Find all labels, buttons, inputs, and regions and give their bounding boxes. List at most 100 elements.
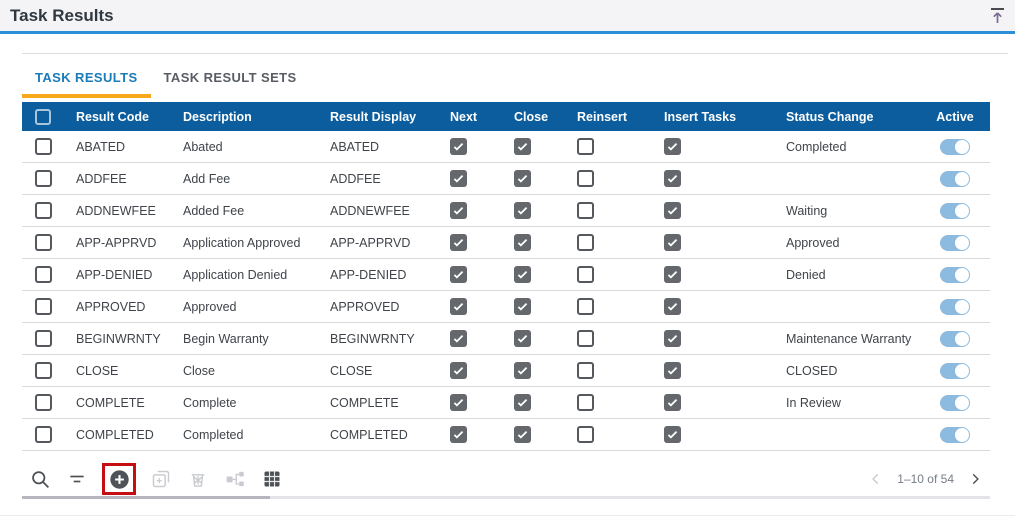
tab-bar: TASK RESULTS TASK RESULT SETS xyxy=(22,55,990,98)
next-checkbox[interactable] xyxy=(450,394,467,411)
row-select-checkbox[interactable] xyxy=(34,298,52,315)
row-select-checkbox[interactable] xyxy=(34,362,52,379)
delete-icon[interactable] xyxy=(186,466,210,492)
insert-tasks-checkbox[interactable] xyxy=(664,234,681,251)
scroll-to-top-icon[interactable] xyxy=(987,6,1007,26)
column-header-close[interactable]: Close xyxy=(514,109,549,124)
reinsert-checkbox[interactable] xyxy=(577,362,594,379)
select-all-checkbox[interactable] xyxy=(35,108,51,125)
previous-page-icon[interactable] xyxy=(867,470,885,488)
reinsert-checkbox[interactable] xyxy=(577,330,594,347)
next-checkbox[interactable] xyxy=(450,170,467,187)
reinsert-checkbox[interactable] xyxy=(577,234,594,251)
close-checkbox[interactable] xyxy=(514,170,531,187)
insert-tasks-checkbox-cell xyxy=(653,202,774,219)
column-header-result-code[interactable]: Result Code xyxy=(76,109,149,124)
close-checkbox[interactable] xyxy=(514,426,531,443)
next-checkbox[interactable] xyxy=(450,362,467,379)
next-checkbox[interactable] xyxy=(450,426,467,443)
reinsert-checkbox[interactable] xyxy=(577,426,594,443)
insert-tasks-checkbox[interactable] xyxy=(664,170,681,187)
result-code-cell: APP-DENIED xyxy=(76,267,153,282)
active-toggle[interactable] xyxy=(940,202,970,219)
reinsert-checkbox[interactable] xyxy=(577,202,594,219)
reinsert-checkbox[interactable] xyxy=(577,138,594,155)
close-checkbox[interactable] xyxy=(514,362,531,379)
reinsert-checkbox[interactable] xyxy=(577,170,594,187)
column-header-status-change[interactable]: Status Change xyxy=(786,109,874,124)
insert-tasks-checkbox[interactable] xyxy=(664,202,681,219)
column-header-next[interactable]: Next xyxy=(450,109,478,124)
tab-task-results[interactable]: TASK RESULTS xyxy=(22,55,151,98)
active-toggle[interactable] xyxy=(940,170,970,187)
copy-icon[interactable] xyxy=(149,466,173,492)
row-select-checkbox[interactable] xyxy=(34,394,52,411)
active-toggle[interactable] xyxy=(940,298,970,315)
row-select-checkbox[interactable] xyxy=(34,170,52,187)
insert-tasks-checkbox[interactable] xyxy=(664,266,681,283)
row-select-cell xyxy=(22,202,64,219)
next-checkbox[interactable] xyxy=(450,234,467,251)
flow-icon[interactable] xyxy=(223,466,247,492)
column-header-description[interactable]: Description xyxy=(183,109,252,124)
active-toggle[interactable] xyxy=(940,330,970,347)
tab-task-result-sets[interactable]: TASK RESULT SETS xyxy=(163,70,297,85)
reinsert-checkbox[interactable] xyxy=(577,394,594,411)
table-row: ADDFEE Add Fee ADDFEE xyxy=(22,163,990,195)
close-checkbox[interactable] xyxy=(514,266,531,283)
next-page-icon[interactable] xyxy=(966,470,984,488)
active-toggle[interactable] xyxy=(940,138,970,155)
result-display-cell: COMPLETE xyxy=(330,395,399,410)
next-checkbox[interactable] xyxy=(450,266,467,283)
result-display-cell: APP-APPRVD xyxy=(330,235,411,250)
column-header-reinsert[interactable]: Reinsert xyxy=(577,109,628,124)
active-toggle[interactable] xyxy=(940,362,970,379)
insert-tasks-checkbox[interactable] xyxy=(664,330,681,347)
active-toggle[interactable] xyxy=(940,426,970,443)
row-select-checkbox[interactable] xyxy=(34,234,52,251)
insert-tasks-checkbox[interactable] xyxy=(664,394,681,411)
row-select-checkbox[interactable] xyxy=(34,138,52,155)
insert-tasks-checkbox[interactable] xyxy=(664,362,681,379)
search-icon[interactable] xyxy=(28,466,52,492)
insert-tasks-checkbox[interactable] xyxy=(664,298,681,315)
row-select-checkbox[interactable] xyxy=(34,202,52,219)
table-row: COMPLETE Complete COMPLETE In Review xyxy=(22,387,990,419)
horizontal-scrollbar-thumb[interactable] xyxy=(22,496,270,499)
close-checkbox[interactable] xyxy=(514,330,531,347)
filter-icon[interactable] xyxy=(65,466,89,492)
pagination-range-label: 1–10 of 54 xyxy=(897,472,954,486)
add-icon[interactable] xyxy=(108,468,130,490)
next-checkbox[interactable] xyxy=(450,330,467,347)
reinsert-checkbox[interactable] xyxy=(577,298,594,315)
close-checkbox[interactable] xyxy=(514,394,531,411)
grid-footer: 1–10 of 54 xyxy=(22,457,990,501)
grid-settings-icon[interactable] xyxy=(260,466,284,492)
reinsert-checkbox[interactable] xyxy=(577,266,594,283)
row-select-checkbox[interactable] xyxy=(34,426,52,443)
row-select-checkbox[interactable] xyxy=(34,266,52,283)
column-header-result-display[interactable]: Result Display xyxy=(330,109,417,124)
active-toggle[interactable] xyxy=(940,394,970,411)
table-row: ADDNEWFEE Added Fee ADDNEWFEE Waiting xyxy=(22,195,990,227)
close-checkbox[interactable] xyxy=(514,298,531,315)
column-header-active[interactable]: Active xyxy=(936,109,974,124)
result-display-cell: ADDFEE xyxy=(330,171,381,186)
accent-divider xyxy=(0,31,1015,34)
description-cell: Added Fee xyxy=(183,203,245,218)
close-checkbox[interactable] xyxy=(514,138,531,155)
horizontal-scrollbar-track[interactable] xyxy=(22,496,990,499)
close-checkbox[interactable] xyxy=(514,202,531,219)
column-header-insert-tasks[interactable]: Insert Tasks xyxy=(664,109,737,124)
insert-tasks-checkbox[interactable] xyxy=(664,426,681,443)
active-toggle[interactable] xyxy=(940,234,970,251)
row-select-checkbox[interactable] xyxy=(34,330,52,347)
active-toggle[interactable] xyxy=(940,266,970,283)
next-checkbox[interactable] xyxy=(450,138,467,155)
reinsert-checkbox-cell xyxy=(566,138,653,155)
close-checkbox[interactable] xyxy=(514,234,531,251)
reinsert-checkbox-cell xyxy=(566,394,653,411)
next-checkbox[interactable] xyxy=(450,202,467,219)
next-checkbox[interactable] xyxy=(450,298,467,315)
insert-tasks-checkbox[interactable] xyxy=(664,138,681,155)
